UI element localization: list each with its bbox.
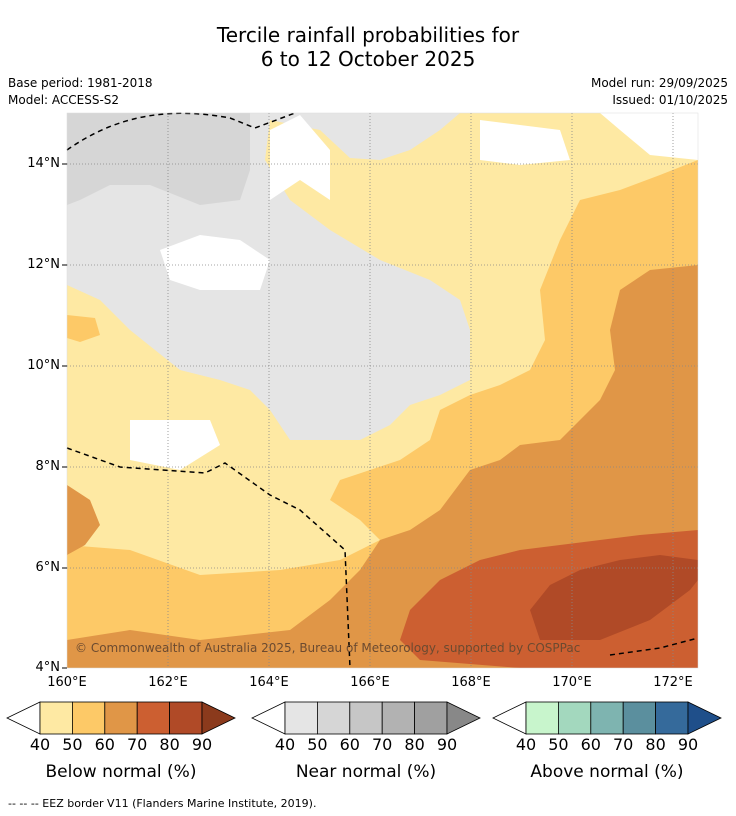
lon-label: 164°E	[249, 675, 289, 690]
colorbar-extend-high	[687, 701, 722, 735]
region-white-1	[270, 115, 330, 200]
colorbar-extend-low	[251, 701, 286, 735]
colorbar-tick-label: 80	[159, 735, 180, 754]
colorbar-extend-low	[492, 701, 527, 735]
lat-label: 6°N	[35, 560, 61, 575]
colorbar-tick-label: 90	[677, 735, 699, 754]
colorbar-segment	[136, 701, 170, 735]
model-run: Model run: 29/09/2025	[590, 76, 728, 90]
region-white-5	[600, 113, 698, 160]
region-below-60-b	[67, 315, 100, 342]
colorbar-label-near: Near normal (%)	[295, 762, 437, 782]
colorbar-tick-label: 60	[339, 735, 360, 754]
colorbar-above	[492, 701, 722, 735]
colorbar-tick-label: 70	[613, 735, 634, 754]
colorbar-label-above: Above normal (%)	[530, 762, 684, 782]
colorbar-label-below: Below normal (%)	[45, 762, 197, 782]
lon-label: 162°E	[148, 675, 188, 690]
colorbar-tick-label: 50	[62, 735, 83, 754]
colorbar-extend-high	[446, 701, 481, 735]
colorbar-near	[251, 701, 481, 735]
title-line-1: Tercile rainfall probabilities for	[216, 23, 520, 47]
colorbar-tick-label: 90	[191, 735, 213, 754]
model-name: Model: ACCESS-S2	[8, 93, 120, 107]
colorbar-extend-low	[6, 701, 41, 735]
colorbar-segment	[349, 701, 383, 735]
lat-label: 8°N	[35, 459, 61, 474]
colorbar-segment	[39, 701, 73, 735]
lon-label: 168°E	[451, 675, 491, 690]
lat-label: 10°N	[27, 358, 60, 373]
colorbar-extend-high	[201, 701, 236, 735]
colorbar-segment	[316, 701, 351, 735]
colorbar-tick-label: 40	[515, 735, 537, 754]
lon-label: 160°E	[47, 675, 87, 690]
colorbar-segment	[169, 701, 203, 735]
colorbar-segment	[655, 701, 689, 735]
lon-label: 170°E	[552, 675, 592, 690]
colorbar-segment	[104, 701, 138, 735]
colorbar-tick-label: 60	[94, 735, 115, 754]
colorbar-tick-label: 40	[274, 735, 296, 754]
issued-date: Issued: 01/10/2025	[612, 93, 728, 107]
colorbar-tick-label: 50	[307, 735, 328, 754]
region-white-4	[480, 120, 570, 165]
lat-label: 4°N	[35, 660, 61, 675]
colorbar-tick-label: 70	[372, 735, 393, 754]
eez-footnote: -- -- -- EEZ border V11 (Flanders Marine…	[8, 797, 317, 810]
colorbar-tick-label: 80	[404, 735, 425, 754]
colorbar-segment	[381, 701, 416, 735]
colorbar-tick-label: 70	[127, 735, 148, 754]
colorbar-segment	[622, 701, 657, 735]
lat-label: 12°N	[27, 257, 60, 272]
colorbar-segment	[590, 701, 624, 735]
lon-label: 166°E	[350, 675, 390, 690]
colorbar-segment	[414, 701, 448, 735]
colorbar-segment	[525, 701, 559, 735]
title-line-2: 6 to 12 October 2025	[260, 47, 476, 71]
map-frame	[66, 112, 699, 669]
map-copyright: © Commonwealth of Australia 2025, Bureau…	[75, 641, 581, 655]
colorbar-segment	[284, 701, 318, 735]
colorbar-tick-label: 40	[29, 735, 51, 754]
region-near-normal-60	[67, 113, 250, 205]
lon-label: 172°E	[653, 675, 693, 690]
colorbar-tick-label: 80	[645, 735, 666, 754]
map-gridlines	[67, 113, 698, 668]
region-below-90	[530, 555, 698, 640]
colorbar-segment	[558, 701, 592, 735]
region-white-3	[130, 420, 220, 470]
eez-border	[66, 112, 699, 669]
colorbar-tick-label: 50	[548, 735, 569, 754]
colorbar-segment	[72, 701, 106, 735]
region-white-2	[160, 235, 270, 290]
colorbar-below	[6, 701, 236, 735]
lat-label: 14°N	[27, 156, 60, 171]
colorbars	[6, 701, 722, 735]
base-period: Base period: 1981-2018	[8, 76, 153, 90]
region-below-70-west	[67, 485, 100, 555]
colorbar-tick-label: 90	[436, 735, 458, 754]
colorbar-tick-label: 60	[580, 735, 601, 754]
